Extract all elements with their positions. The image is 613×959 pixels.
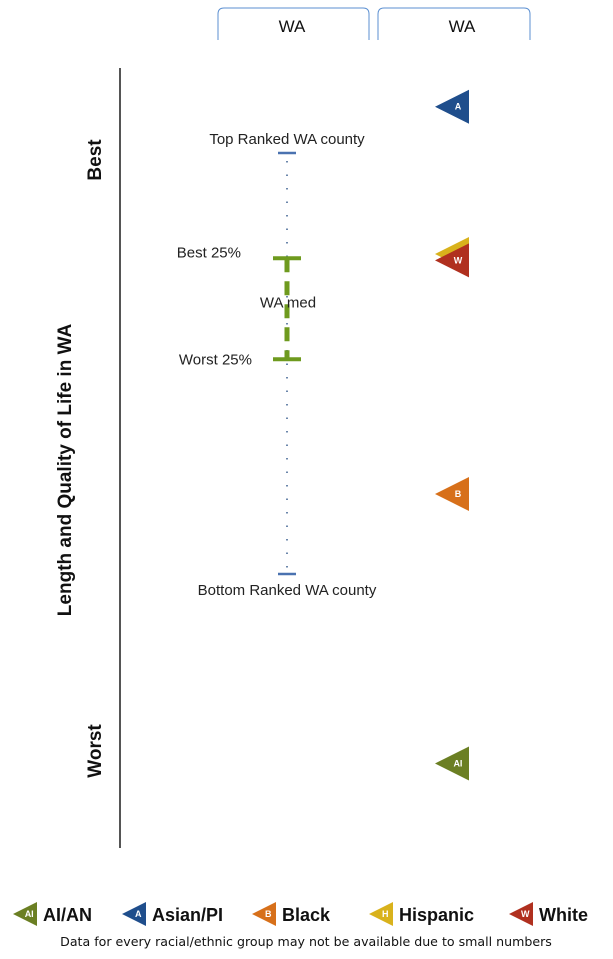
legend-marker-black-letter: B: [265, 909, 272, 919]
y-axis-title: Length and Quality of Life in WA: [55, 324, 76, 617]
marker-white-letter: W: [454, 255, 463, 265]
tab-2-label: WA: [449, 17, 476, 36]
marker-black-letter: B: [455, 489, 462, 499]
group-markers: AIABHW: [435, 89, 469, 781]
top-ranked-label: Top Ranked WA county: [209, 131, 365, 148]
tab-1-outline: [217, 7, 370, 40]
legend-marker-asian-pi: A: [122, 902, 146, 926]
best-25-label: Best 25%: [177, 244, 241, 261]
marker-black: B: [435, 477, 469, 512]
marker-black-shape: [435, 477, 469, 512]
legend-marker-white: W: [509, 902, 533, 926]
y-axis-worst-label: Worst: [85, 724, 106, 778]
legend-marker-white-letter: W: [521, 909, 530, 919]
marker-ai-an-letter: AI: [453, 758, 462, 768]
legend-marker-ai-an: AI: [13, 902, 37, 926]
legend-label-black: Black: [282, 905, 331, 925]
median-label: WA med: [260, 294, 316, 311]
legend-marker-asian-pi-letter: A: [135, 909, 142, 919]
legend-marker-hispanic-shape: [369, 902, 393, 926]
y-axis-best-label: Best: [85, 139, 106, 181]
marker-ai-an: AI: [435, 746, 469, 781]
tab-2-outline: [377, 7, 531, 40]
legend-marker-hispanic-letter: H: [382, 909, 389, 919]
legend: AI AI/AN A Asian/PI B Black H Hispanic W White: [13, 902, 588, 926]
marker-asian-pi-shape: [435, 89, 469, 124]
legend-label-white: White: [539, 905, 588, 925]
legend-marker-asian-pi-shape: [122, 902, 146, 926]
header-tabs: WA WA: [217, 7, 531, 40]
legend-marker-hispanic: H: [369, 902, 393, 926]
tab-1-label: WA: [279, 17, 306, 36]
worst-25-label: Worst 25%: [179, 351, 252, 368]
marker-white-shape: [435, 243, 469, 278]
marker-asian-pi: A: [435, 89, 469, 124]
marker-ai-an-shape: [435, 746, 469, 781]
footnote: Data for every racial/ethnic group may n…: [60, 934, 552, 949]
legend-label-asian-pi: Asian/PI: [152, 905, 223, 925]
legend-marker-black-shape: [252, 902, 276, 926]
legend-marker-black: B: [252, 902, 276, 926]
legend-marker-white-shape: [509, 902, 533, 926]
state-reference-range: Top Ranked WA county Best 25% WA med Wor…: [177, 131, 377, 599]
legend-label-ai-an: AI/AN: [43, 905, 92, 925]
marker-white: W: [435, 243, 469, 278]
bottom-ranked-label: Bottom Ranked WA county: [198, 582, 377, 599]
legend-marker-ai-an-shape: [13, 902, 37, 926]
legend-label-hispanic: Hispanic: [399, 905, 474, 925]
marker-asian-pi-letter: A: [455, 102, 462, 112]
legend-marker-ai-an-letter: AI: [25, 909, 34, 919]
